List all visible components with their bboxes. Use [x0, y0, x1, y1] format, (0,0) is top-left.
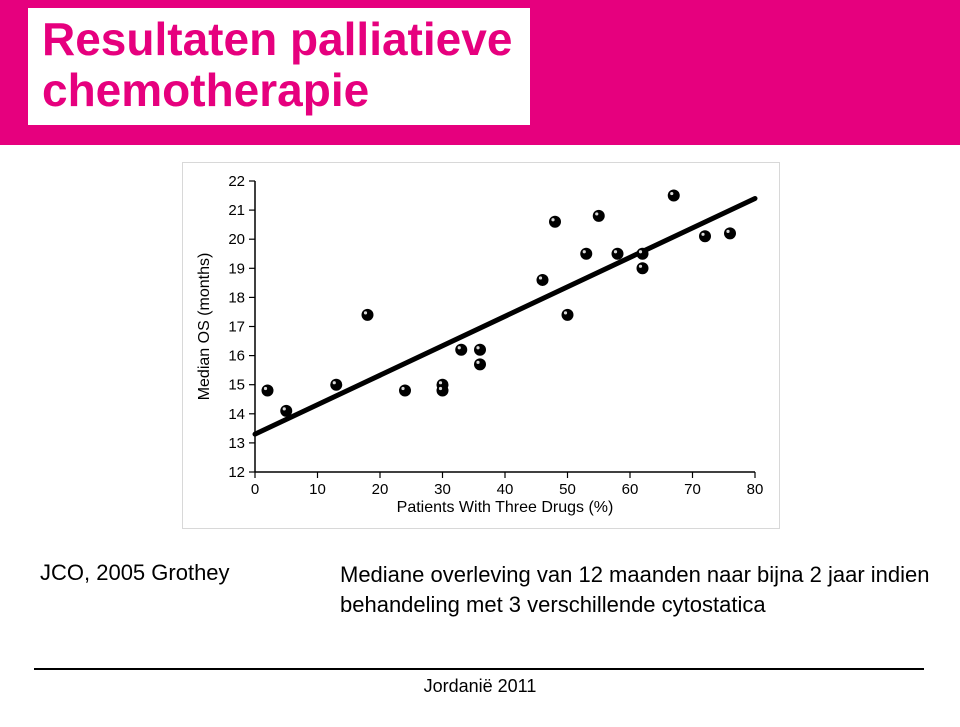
svg-text:Median OS (months): Median OS (months)	[196, 253, 213, 401]
svg-text:30: 30	[434, 481, 451, 498]
svg-text:21: 21	[228, 202, 245, 219]
citation-text: JCO, 2005 Grothey	[40, 560, 230, 586]
title-box: Resultaten palliatieve chemotherapie	[28, 8, 530, 125]
svg-text:60: 60	[622, 481, 639, 498]
scatter-chart: 12 13 14 15 16 17 18 19 20 21 22 0 10 20 30 40 50 60 70 80 P…	[191, 171, 771, 520]
svg-text:70: 70	[684, 481, 701, 498]
svg-text:50: 50	[559, 481, 576, 498]
title-line-1: Resultaten palliatieve	[42, 14, 512, 65]
footer-text: Jordanië 2011	[0, 676, 960, 697]
svg-text:10: 10	[309, 481, 326, 498]
svg-text:15: 15	[228, 377, 245, 394]
svg-text:13: 13	[228, 435, 245, 452]
slide: Resultaten palliatieve chemotherapie 121…	[0, 0, 960, 727]
caption-text: Mediane overleving van 12 maanden naar b…	[340, 560, 930, 619]
svg-text:80: 80	[747, 481, 764, 498]
svg-text:40: 40	[497, 481, 514, 498]
svg-text:16: 16	[228, 348, 245, 365]
svg-text:20: 20	[372, 481, 389, 498]
svg-text:Patients With Three Drugs (%): Patients With Three Drugs (%)	[397, 499, 614, 516]
svg-text:22: 22	[228, 173, 245, 190]
svg-text:18: 18	[228, 289, 245, 306]
chart-inner: 12 13 14 15 16 17 18 19 20 21 22 0 10 20 30 40 50 60 70 80 P…	[191, 171, 771, 520]
svg-text:17: 17	[228, 319, 245, 336]
chart-panel: 12 13 14 15 16 17 18 19 20 21 22 0 10 20 30 40 50 60 70 80 P…	[182, 162, 780, 529]
svg-text:19: 19	[228, 260, 245, 277]
svg-text:12: 12	[228, 464, 245, 481]
svg-text:0: 0	[251, 481, 259, 498]
footer-rule	[34, 668, 924, 670]
svg-text:14: 14	[228, 406, 245, 423]
title-line-2: chemotherapie	[42, 65, 512, 116]
svg-text:20: 20	[228, 231, 245, 248]
